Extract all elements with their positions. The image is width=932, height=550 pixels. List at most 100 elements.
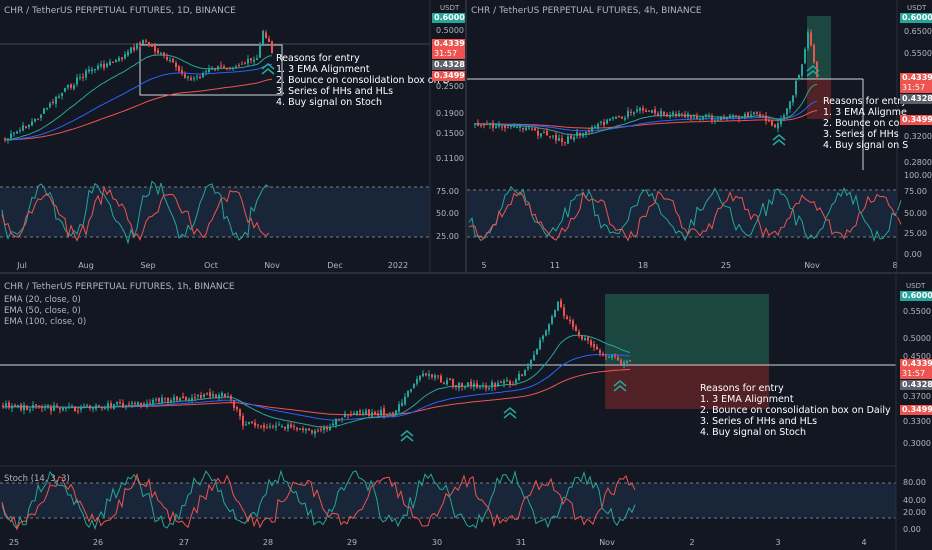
h4-candle [723,117,725,120]
h1-candle [401,402,403,406]
h4-candle [555,134,557,141]
stoch-tick: 25.00 [436,232,459,241]
h4-candle [801,64,803,76]
ema20-line [2,334,631,428]
h4-candle [660,111,662,115]
h1-candle [590,340,592,346]
h1-unit-label: USDT [906,282,926,290]
h1-candle [464,386,466,388]
h1-candle [608,356,610,358]
daily-chart-panel[interactable]: 0.50000.35000.25000.19000.15000.110075.0… [0,0,465,272]
stoch-tick: 50.00 [436,209,459,218]
time-tick: 25 [9,538,19,547]
h1-candle [266,426,268,428]
h4-candle [708,115,710,117]
h1-candle [338,418,340,420]
h4-chart-panel[interactable]: 0.6500 0.5500 0.3200 0.2800 100.00 75.00 50.00… [467,0,932,272]
h1-candle [269,426,271,428]
h4-candle [771,120,773,126]
daily-chart-canvas[interactable]: 0.50000.35000.25000.19000.15000.110075.0… [0,0,465,272]
daily-candle [232,67,234,69]
daily-candle [211,67,213,70]
h1-target-badge: 0.6000 [900,291,932,301]
daily-candle [43,108,45,114]
h1-candle [500,381,502,383]
h4-candle [495,126,497,128]
panel-separator-horizontal[interactable] [0,272,932,274]
h1-candle [395,410,397,415]
daily-target-badge: 0.6000 [432,13,465,23]
h1-candle [416,378,418,384]
h1-candle [209,392,211,397]
h1-candle [86,405,88,407]
h4-chart-canvas[interactable]: 0.65000.55000.32000.2800100.0075.0050.00… [467,0,932,272]
h4-candle [564,141,566,143]
daily-stop-badge: 0.3499 [432,71,465,81]
h1-candle [287,424,289,429]
h1-candle [164,397,166,399]
h1-candle [368,409,370,416]
annotation-line: 4. Buy signal on Stoch [700,426,807,438]
h1-candle [518,373,520,381]
h4-candle [681,114,683,116]
h4-candle [528,127,530,129]
h4-candle [786,108,788,115]
h1-candle [536,348,538,355]
h1-candle [23,404,25,411]
daily-candle [124,54,126,59]
h4-candle [762,116,764,118]
h1-candle [254,422,256,426]
h4-candle [648,110,650,112]
price-tick: 0.3200 [904,132,932,141]
daily-candle [106,63,108,67]
stoch-legend[interactable]: Stoch (14, 3, 3) [4,474,70,484]
time-tick: 18 [638,261,648,270]
ema50-legend[interactable]: EMA (50, close, 0) [4,306,81,316]
buy-signal-chevron [806,65,820,72]
h1-chart-panel[interactable]: 0.5500 0.5000 0.4500 0.3700 0.3300 0.3000 80.0… [0,274,932,550]
h4-candle [567,136,569,144]
h1-candle [239,409,241,417]
h1-candle [431,374,433,378]
h4-candle [618,115,620,118]
annotation-line: Reasons for entry [276,53,360,64]
h1-candle [293,426,295,428]
time-tick: 3 [775,538,780,547]
daily-candle [22,125,24,131]
h1-candle [527,366,529,369]
daily-current-price: 0.4339 [434,39,465,48]
stoch-d-line [468,190,902,242]
daily-candle [73,85,75,89]
h1-chart-canvas[interactable]: 0.5500 0.5000 0.4500 0.3700 0.3300 0.3000 80.0… [0,274,932,550]
h1-candle [371,412,373,417]
h1-candle [494,383,496,387]
h4-candle [537,130,539,136]
daily-candle [271,41,273,53]
ema100-legend[interactable]: EMA (100, close, 0) [4,317,87,327]
h4-candle [783,115,785,118]
h4-candle [714,120,716,122]
ema20-legend[interactable]: EMA (20, close, 0) [4,295,81,305]
h1-candle [470,381,472,387]
h1-candle [41,406,43,409]
daily-annotation: Reasons for entry 1. 3 EMA Alignment 2. … [276,53,450,109]
h4-candle [690,115,692,118]
h4-candle [705,114,707,116]
h1-candle [449,378,451,381]
daily-candle [259,44,261,58]
h4-candle [474,123,476,125]
h1-candle [551,316,553,324]
annotation-line: 3. Series of HHs [823,128,899,140]
daily-candle [181,70,183,74]
ema100-line [2,369,631,416]
buy-signal-chevron [613,385,627,392]
h1-candle [446,379,448,385]
h1-candle [50,406,52,411]
h1-candle [92,408,94,410]
price-tick: 0.5500 [904,49,932,58]
daily-candle [223,66,225,69]
h4-candle [504,125,506,129]
h1-candle [329,426,331,430]
panel-separator-vertical[interactable] [465,0,467,272]
h4-candle [720,116,722,121]
